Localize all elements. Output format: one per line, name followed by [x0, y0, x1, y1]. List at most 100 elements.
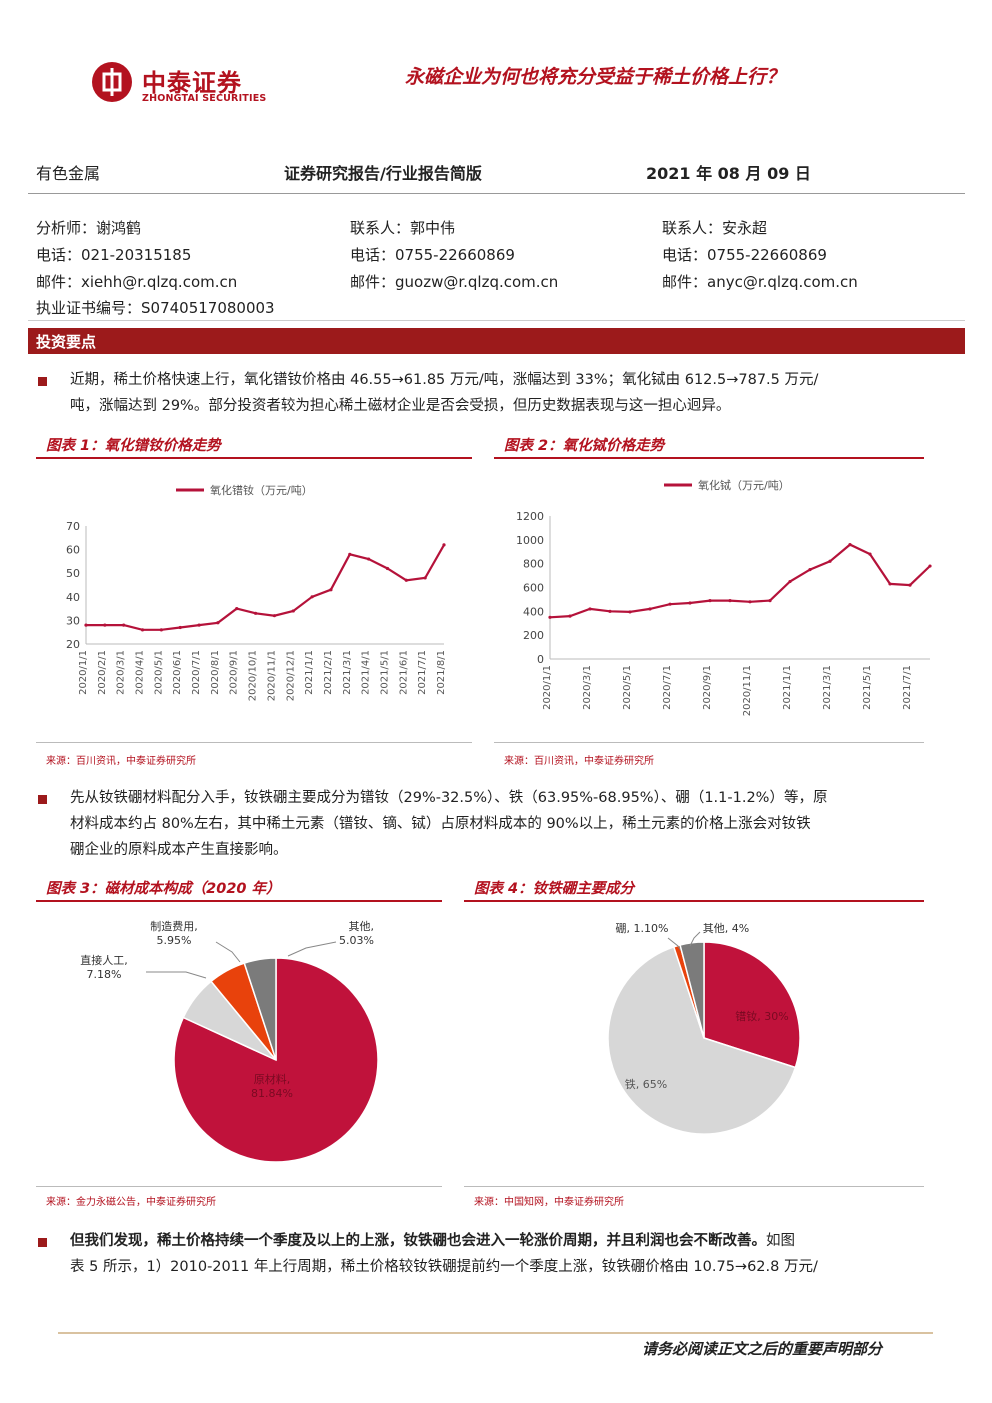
x-tick-label: 2021/6/1	[398, 650, 409, 695]
figure-2-source: 来源：百川资讯，中泰证券研究所	[504, 756, 654, 767]
data-point	[159, 628, 163, 632]
y-tick-label: 50	[66, 567, 80, 580]
data-point	[668, 602, 672, 606]
figure-1-rule	[36, 457, 472, 459]
figure-1-title: 图表 1：氧化镨钕价格走势	[46, 438, 221, 454]
data-point	[608, 609, 612, 613]
pie-value: 5.95%	[157, 934, 192, 947]
paragraph-3-line-2: 表 5 所示，1）2010-2011 年上行周期，稀土价格较钕铁硼提前约一个季度…	[70, 1259, 818, 1275]
paragraph-3-tail: 如图	[766, 1233, 795, 1249]
figure-3-chart: 原材料,81.84% 直接人工,7.18% 制造费用,5.95% 其他,5.03%	[80, 919, 379, 1163]
figure-4-source-rule	[464, 1186, 924, 1187]
figure-2-chart: 氧化铽（万元/吨） 0 200 400 600 800 1000 1200 2020/1/1 20…	[516, 478, 932, 716]
pie-slice	[703, 941, 801, 1069]
bullet-icon	[38, 377, 47, 386]
x-tick-label: 2020/9/1	[229, 650, 240, 695]
x-tick-label: 2020/5/1	[153, 650, 164, 695]
y-tick-label: 40	[66, 591, 80, 604]
figure-3-title: 图表 3：磁材成本构成（2020 年）	[46, 881, 281, 897]
y-tick-label: 60	[66, 544, 80, 557]
label-leader	[689, 931, 701, 947]
paragraph-2-line-1: 先从钕铁硼材料配分入手，钕铁硼主要成分为镨钕（29%-32.5%）、铁（63.9…	[70, 790, 828, 806]
bullet-icon	[38, 795, 47, 804]
figure-1-source-rule	[36, 742, 472, 743]
data-point	[272, 614, 277, 618]
paragraph-3-emphasis: 但我们发现，稀土价格持续一个季度及以上的上涨，钕铁硼也会进入一轮涨价周期，并且利…	[70, 1233, 766, 1249]
pie-value: 7.18%	[87, 968, 122, 981]
x-tick-label: 2021/3/1	[342, 650, 353, 695]
x-tick-label: 2021/7/1	[902, 665, 913, 710]
y-tick-label: 20	[66, 638, 80, 651]
y-tick-label: 70	[66, 520, 80, 533]
data-point	[442, 543, 446, 547]
pie-slice	[243, 957, 277, 1061]
x-tick-label: 2021/1/1	[782, 665, 793, 710]
legend-label: 氧化铽（万元/吨）	[698, 478, 790, 492]
company-name-en: ZHONGTAI SECURITIES	[142, 93, 267, 104]
data-point	[648, 607, 652, 611]
figure-3-rule	[36, 900, 442, 902]
analyst-name: 分析师：谢鸿鹤	[36, 219, 142, 237]
pie-label: 直接人工,	[80, 953, 128, 967]
analyst-phone: 电话：021-20315185	[36, 246, 192, 264]
y-tick-label: 30	[66, 614, 80, 627]
data-point	[235, 607, 239, 611]
data-point	[404, 578, 408, 582]
x-tick-label: 2020/2/1	[97, 650, 108, 695]
legend-label: 氧化镨钕（万元/吨）	[210, 483, 313, 497]
data-point	[848, 543, 852, 547]
data-point	[329, 588, 333, 592]
company-logo-icon	[92, 62, 132, 102]
data-point	[868, 552, 872, 556]
figure-2-source-rule	[494, 742, 924, 743]
data-point	[828, 559, 832, 563]
contact-guo-email[interactable]: 邮件：guozw@r.qlzq.com.cn	[350, 273, 559, 291]
data-point	[122, 623, 126, 627]
figure-4-source: 来源：中国知网，中泰证券研究所	[474, 1197, 624, 1208]
pie-label: 其他,	[349, 920, 375, 933]
pie-label: 其他, 4%	[703, 922, 749, 935]
label-leader	[146, 971, 207, 979]
data-point	[385, 566, 390, 571]
x-tick-label: 2020/3/1	[116, 650, 127, 695]
pie-value: 5.03%	[339, 934, 374, 947]
y-tick-label: 600	[523, 582, 544, 595]
report-date: 2021 年 08 月 09 日	[646, 164, 811, 183]
data-point	[908, 583, 912, 587]
data-point	[708, 599, 712, 603]
contact-guo-phone: 电话：0755-22660869	[350, 246, 515, 264]
paragraph-2-line-3: 硼企业的原料成本产生直接影响。	[70, 842, 288, 858]
contact-an-name: 联系人：安永超	[662, 219, 768, 237]
data-point	[103, 623, 107, 627]
pie-label: 铁, 65%	[625, 1078, 667, 1091]
price-line	[549, 543, 931, 619]
data-point	[548, 615, 552, 619]
data-point	[588, 607, 592, 611]
data-point	[197, 623, 201, 627]
x-tick-label: 2020/11/1	[742, 665, 753, 716]
x-tick-label: 2020/5/1	[622, 665, 633, 710]
data-point	[348, 552, 352, 556]
pie-slice	[607, 945, 797, 1135]
data-point	[310, 595, 314, 599]
document-title: 永磁企业为何也将充分受益于稀土价格上行？	[405, 66, 786, 88]
company-name: 中泰证券	[142, 69, 242, 97]
contact-an-phone: 电话：0755-22660869	[662, 246, 827, 264]
x-tick-label: 2021/4/1	[361, 650, 372, 695]
y-tick-label: 0	[537, 653, 544, 666]
industry-label: 有色金属	[36, 164, 101, 183]
x-tick-label: 2020/7/1	[662, 665, 673, 710]
analyst-email[interactable]: 邮件：xiehh@r.qlzq.com.cn	[36, 273, 238, 291]
data-point	[688, 601, 692, 605]
section-bar	[28, 328, 965, 354]
y-tick-label: 1000	[516, 534, 544, 547]
pie-label: 原材料,	[254, 1072, 291, 1086]
y-tick-label: 200	[523, 629, 544, 642]
contact-an-email[interactable]: 邮件：anyc@r.qlzq.com.cn	[662, 273, 858, 291]
paragraph-3-line-1: 但我们发现，稀土价格持续一个季度及以上的上涨，钕铁硼也会进入一轮涨价周期，并且利…	[70, 1228, 795, 1254]
figure-4-title: 图表 4：钕铁硼主要成分	[474, 881, 635, 897]
data-point	[788, 579, 792, 584]
x-tick-label: 2020/11/1	[266, 650, 277, 701]
data-point	[178, 625, 182, 630]
data-point	[888, 582, 892, 586]
